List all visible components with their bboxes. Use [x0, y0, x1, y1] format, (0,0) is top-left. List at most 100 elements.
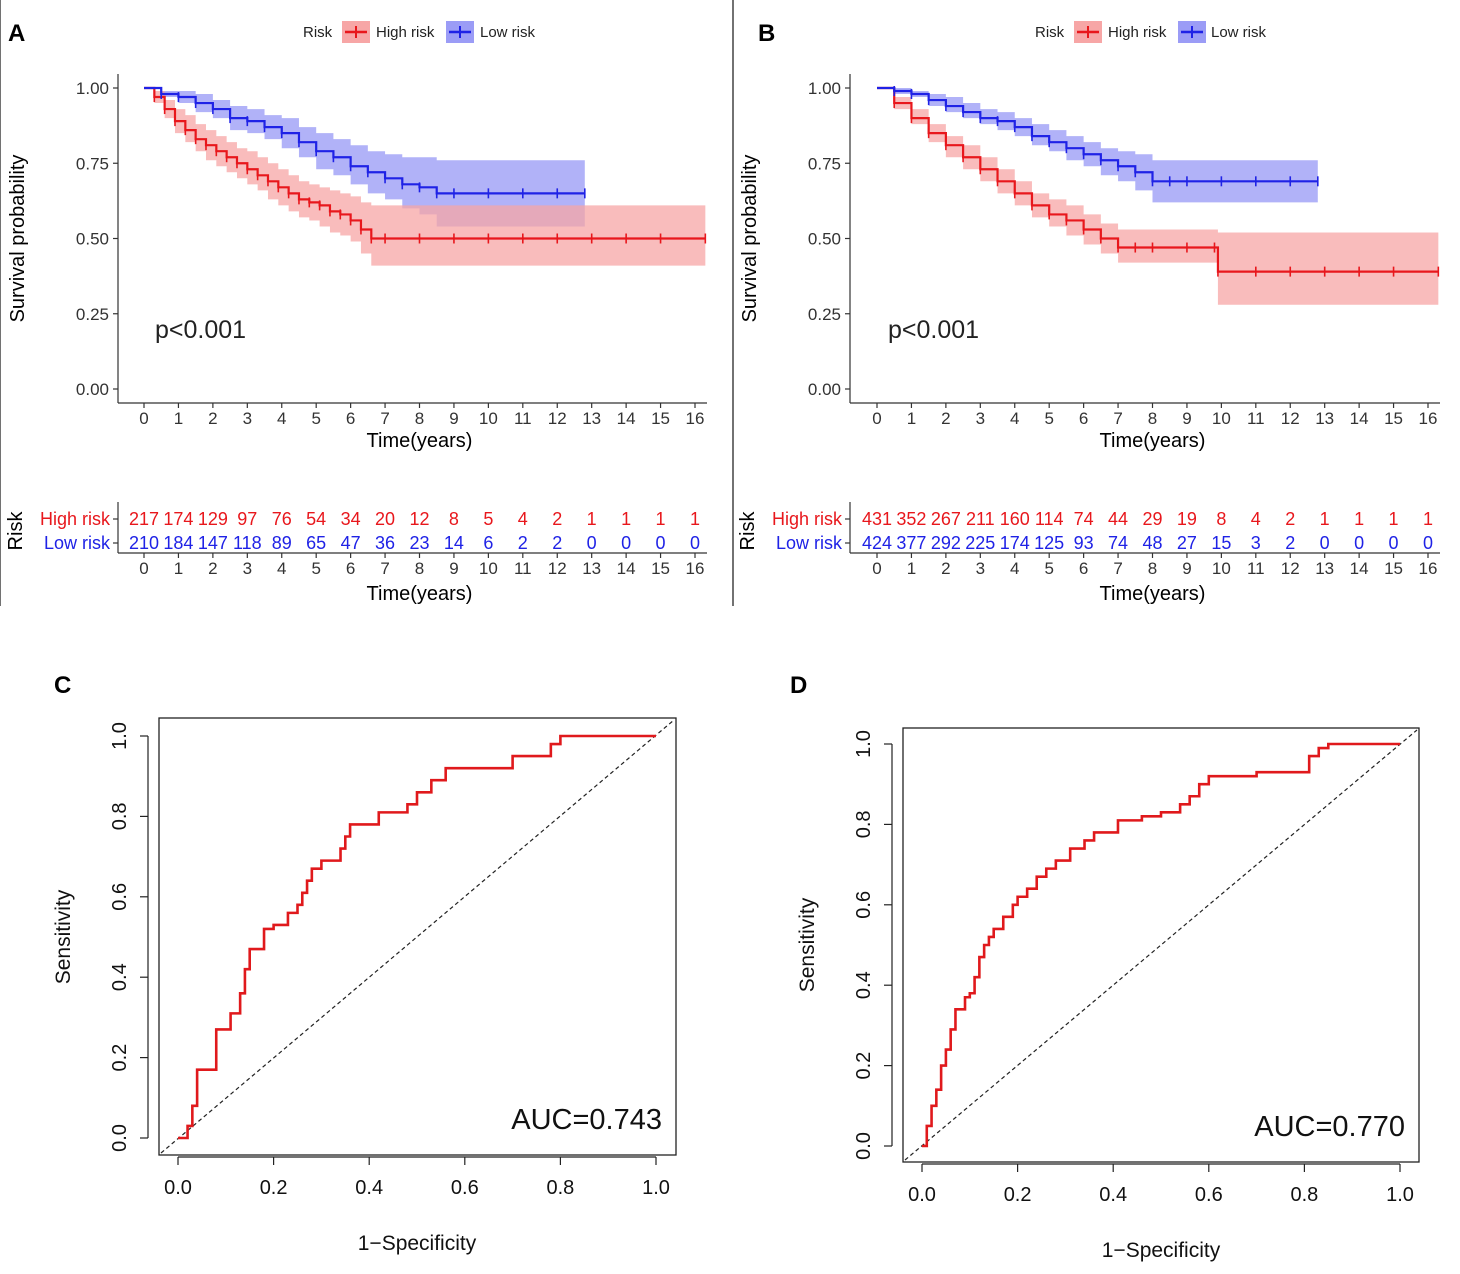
risk-count: 125 — [1034, 533, 1064, 553]
risk-count: 14 — [444, 533, 464, 553]
legend-title: Risk — [303, 24, 333, 41]
panel-a: A Risk High risk Low risk 0.00 0.25 0.50 0.… — [5, 20, 707, 605]
x-tick-label: 0 — [139, 559, 148, 578]
x-tick-label: 7 — [1113, 409, 1122, 428]
legend-high-risk-label: High risk — [376, 24, 435, 41]
x-tick-label: 0.4 — [355, 1177, 383, 1199]
risk-count: 0 — [1423, 533, 1433, 553]
x-tick-label: 5 — [311, 559, 320, 578]
risk-count: 19 — [1177, 509, 1197, 529]
risk-table-title: Risk — [5, 511, 27, 551]
risk-count: 1 — [587, 509, 597, 529]
risk-count: 160 — [1000, 509, 1030, 529]
ci-band-low-risk — [877, 88, 1318, 203]
risk-count: 174 — [163, 509, 193, 529]
p-value: p<0.001 — [888, 316, 979, 344]
risk-table-a: Risk High risk 217 174 129 97 76 54 34 20 12 8 5 4 2 1 1… — [5, 502, 707, 605]
x-tick-label: 16 — [1419, 559, 1438, 578]
x-tick-label: 1.0 — [642, 1177, 670, 1199]
risk-count: 2 — [1285, 533, 1295, 553]
risk-row-label: Low risk — [44, 533, 111, 553]
x-axis-title: 1−Specificity — [358, 1232, 477, 1255]
km-plot-a: 0.000.250.500.751.000 1 2 3 4 5 6 7 8 9 10 11 12 13 14… — [7, 74, 707, 452]
risk-count: 210 — [129, 533, 159, 553]
y-tick-label: 0.00 — [76, 380, 109, 399]
roc-plot-c: 0.0 0.2 0.4 0.6 0.8 1.0 1−Specificity 0.0 0.2 0.4… — [52, 717, 677, 1255]
risk-count: 76 — [272, 509, 292, 529]
x-tick-label: 16 — [1419, 409, 1438, 428]
p-value: p<0.001 — [155, 316, 246, 344]
x-tick-label: 4 — [1010, 559, 1019, 578]
risk-count: 44 — [1108, 509, 1128, 529]
risk-count: 0 — [1389, 533, 1399, 553]
y-tick-label: 0.6 — [109, 883, 131, 911]
risk-count: 174 — [1000, 533, 1030, 553]
risk-count: 1 — [1320, 509, 1330, 529]
risk-count: 424 — [862, 533, 892, 553]
x-tick-label: 3 — [976, 559, 985, 578]
x-tick-label: 11 — [1247, 559, 1265, 578]
risk-count: 292 — [931, 533, 961, 553]
x-tick-label: 6 — [346, 559, 355, 578]
risk-count: 225 — [965, 533, 995, 553]
x-tick-label: 7 — [1113, 559, 1122, 578]
panel-label-c: C — [54, 672, 71, 699]
risk-count: 1 — [690, 509, 700, 529]
risk-count: 114 — [1035, 509, 1064, 529]
x-tick-label: 1 — [907, 559, 916, 578]
legend-high-risk-label: High risk — [1108, 24, 1167, 41]
roc-plot-d: 0.0 0.2 0.4 0.6 0.8 1.0 1−Specificity 0.0 0.2 0.4… — [796, 727, 1420, 1262]
x-tick-label: 12 — [1281, 559, 1300, 578]
x-tick-label: 14 — [617, 409, 636, 428]
y-axis-title: Sensitivity — [796, 897, 819, 992]
x-tick-label: 8 — [415, 559, 424, 578]
risk-count: 8 — [1216, 509, 1226, 529]
risk-table-b: Risk High risk 431 352 267 211 160 114 74 44 29 19 8… — [737, 502, 1440, 605]
x-tick-label: 11 — [1247, 409, 1265, 428]
x-tick-label: 10 — [479, 559, 498, 578]
legend-low-risk-label: Low risk — [480, 24, 536, 41]
x-tick-label: 16 — [686, 409, 705, 428]
legend-title: Risk — [1035, 24, 1065, 41]
x-tick-label: 2 — [941, 409, 950, 428]
y-axis-title: Sensitivity — [52, 889, 75, 984]
x-tick-label: 6 — [1079, 559, 1088, 578]
y-tick-label: 0.00 — [808, 380, 841, 399]
risk-count: 352 — [896, 509, 926, 529]
x-tick-label: 1.0 — [1386, 1184, 1414, 1206]
risk-count: 12 — [409, 509, 429, 529]
ci-band-low-risk — [144, 88, 585, 227]
risk-count: 2 — [552, 509, 562, 529]
risk-count: 23 — [409, 533, 429, 553]
x-tick-label: 4 — [277, 559, 286, 578]
plot-frame — [158, 717, 677, 1156]
risk-count: 1 — [1423, 509, 1433, 529]
x-tick-label: 13 — [582, 409, 601, 428]
x-tick-label: 9 — [1182, 559, 1191, 578]
risk-table-x-title: Time(years) — [1100, 583, 1206, 605]
x-tick-label: 0.6 — [1195, 1184, 1223, 1206]
x-tick-label: 15 — [651, 559, 670, 578]
x-tick-label: 0.8 — [546, 1177, 574, 1199]
y-tick-label: 0.6 — [853, 891, 875, 919]
y-tick-label: 0.75 — [76, 154, 109, 173]
risk-count: 1 — [621, 509, 631, 529]
risk-count: 48 — [1142, 533, 1162, 553]
x-tick-label: 13 — [582, 559, 601, 578]
panel-label-a: A — [8, 20, 25, 47]
panel-label-d: D — [790, 672, 807, 699]
x-tick-label: 13 — [1315, 409, 1334, 428]
risk-count: 2 — [1285, 509, 1295, 529]
risk-count: 20 — [375, 509, 395, 529]
roc-curve — [178, 734, 656, 1140]
x-tick-label: 2 — [208, 409, 217, 428]
x-tick-label: 6 — [1079, 409, 1088, 428]
x-tick-label: 0.0 — [164, 1177, 192, 1199]
x-tick-label: 15 — [1384, 409, 1403, 428]
risk-count: 6 — [483, 533, 493, 553]
risk-count: 267 — [931, 509, 961, 529]
risk-count: 147 — [198, 533, 228, 553]
x-tick-label: 9 — [449, 409, 458, 428]
y-tick-label: 0.2 — [109, 1044, 131, 1072]
x-tick-label: 16 — [686, 559, 705, 578]
